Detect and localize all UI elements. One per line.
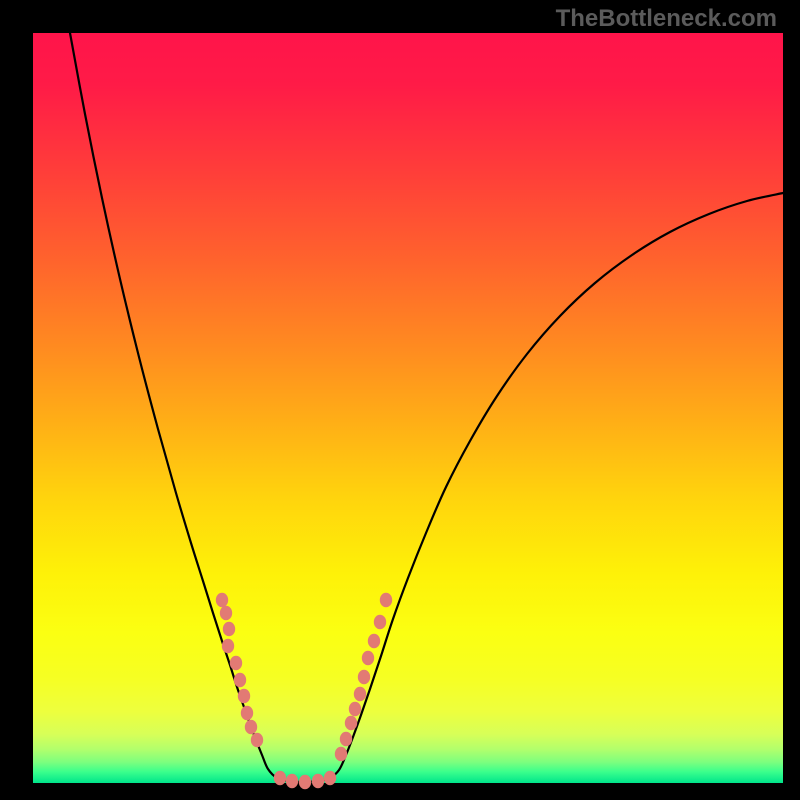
curve-left-branch bbox=[70, 33, 319, 782]
plot-area: TheBottleneck.com bbox=[33, 33, 783, 783]
marker-point bbox=[286, 774, 298, 788]
marker-point bbox=[362, 651, 374, 665]
marker-point bbox=[299, 775, 311, 789]
marker-point bbox=[223, 622, 235, 636]
data-markers bbox=[216, 593, 392, 789]
marker-point bbox=[345, 716, 357, 730]
marker-point bbox=[335, 747, 347, 761]
chart-overlay bbox=[33, 33, 783, 783]
marker-point bbox=[220, 606, 232, 620]
marker-point bbox=[324, 771, 336, 785]
marker-point bbox=[349, 702, 361, 716]
marker-point bbox=[368, 634, 380, 648]
marker-point bbox=[354, 687, 366, 701]
marker-point bbox=[358, 670, 370, 684]
stage: TheBottleneck.com bbox=[0, 0, 800, 800]
curve-right-branch bbox=[319, 193, 783, 781]
marker-point bbox=[241, 706, 253, 720]
marker-point bbox=[380, 593, 392, 607]
marker-point bbox=[374, 615, 386, 629]
marker-point bbox=[230, 656, 242, 670]
marker-point bbox=[216, 593, 228, 607]
marker-point bbox=[245, 720, 257, 734]
marker-point bbox=[234, 673, 246, 687]
marker-point bbox=[274, 771, 286, 785]
marker-point bbox=[312, 774, 324, 788]
marker-point bbox=[340, 732, 352, 746]
marker-point bbox=[222, 639, 234, 653]
watermark-text: TheBottleneck.com bbox=[556, 5, 777, 33]
marker-point bbox=[238, 689, 250, 703]
marker-point bbox=[251, 733, 263, 747]
